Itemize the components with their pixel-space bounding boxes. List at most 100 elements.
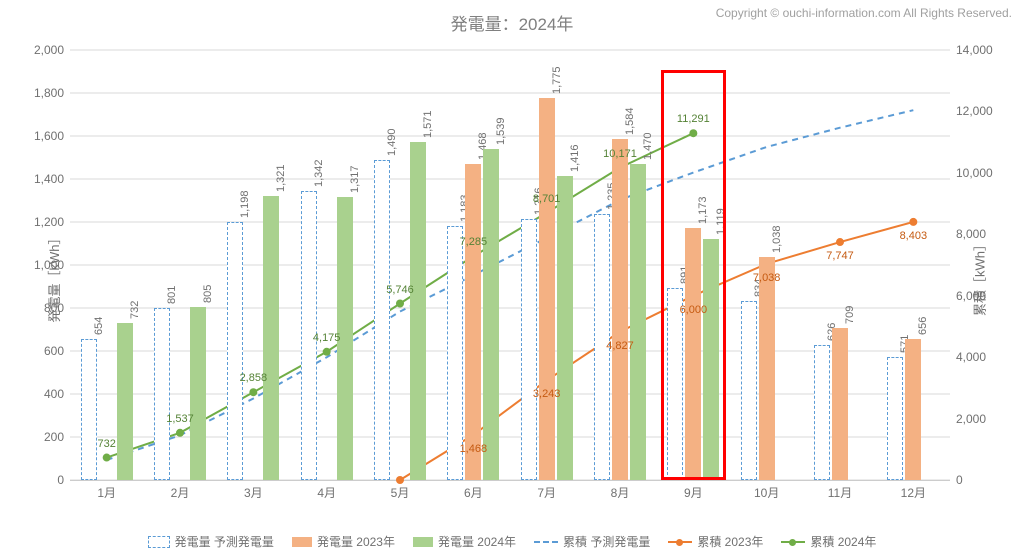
x-tick: 5月 <box>391 480 410 501</box>
y-left-tick: 800 <box>44 301 70 315</box>
line-value-label: 2,858 <box>240 372 268 384</box>
y-left-tick: 0 <box>57 473 70 487</box>
bar <box>814 345 830 480</box>
swatch-2023-icon <box>292 537 312 547</box>
bar-value-label: 1,342 <box>313 160 325 188</box>
bar-value-label: 1,321 <box>275 164 287 192</box>
y-right-tick: 10,000 <box>950 166 993 180</box>
y-right-tick: 14,000 <box>950 43 993 57</box>
legend-2024-line: 累積 2024年 <box>781 533 876 550</box>
y-left-tick: 2,000 <box>34 43 70 57</box>
legend: 発電量 予測発電量 発電量 2023年 発電量 2024年 累積 予測発電量 累… <box>0 533 1024 550</box>
bar-value-label: 805 <box>202 285 214 303</box>
legend-pred-line: 累積 予測発電量 <box>534 533 650 550</box>
swatch-pred-icon <box>148 536 170 548</box>
line-value-label: 10,171 <box>603 148 637 160</box>
line-value-label: 11,291 <box>677 113 710 125</box>
bar <box>539 98 555 480</box>
y-right-tick: 4,000 <box>950 350 986 364</box>
bar-value-label: 1,198 <box>239 191 251 219</box>
y-right-tick: 12,000 <box>950 104 993 118</box>
chart-container: Copyright © ouchi-information.com All Ri… <box>0 0 1024 554</box>
y-left-tick: 1,800 <box>34 86 70 100</box>
line-value-label: 5,746 <box>386 284 414 296</box>
bar <box>685 228 701 480</box>
y-right-tick: 2,000 <box>950 412 986 426</box>
x-tick: 1月 <box>97 480 116 501</box>
line-pred-icon <box>534 541 558 543</box>
bar <box>741 301 757 480</box>
bar-value-label: 1,173 <box>697 196 709 224</box>
line-value-label: 732 <box>97 438 115 450</box>
line-value-label: 7,038 <box>753 272 781 284</box>
bar <box>263 196 279 480</box>
bar <box>905 339 921 480</box>
bar-value-label: 709 <box>844 305 856 323</box>
line-value-label: 6,000 <box>680 304 708 316</box>
y-right-tick: 6,000 <box>950 289 986 303</box>
line-2023-icon <box>668 541 692 543</box>
x-tick: 9月 <box>684 480 703 501</box>
line-value-label: 8,403 <box>900 230 928 242</box>
y-left-tick: 1,400 <box>34 172 70 186</box>
line-value-label: 4,827 <box>606 340 634 352</box>
bar-value-label: 1,416 <box>569 144 581 172</box>
legend-2023-line: 累積 2023年 <box>668 533 763 550</box>
x-tick: 11月 <box>828 480 852 501</box>
bar-value-label: 1,119 <box>715 209 727 236</box>
bar <box>759 257 775 480</box>
bar-value-label: 1,470 <box>642 132 654 160</box>
line-value-label: 7,747 <box>826 250 854 262</box>
swatch-2024-icon <box>413 537 433 547</box>
bar-value-label: 1,584 <box>624 108 636 136</box>
bar <box>410 142 426 480</box>
bar <box>630 164 646 480</box>
legend-2023-bar: 発電量 2023年 <box>292 533 395 550</box>
legend-pred-bar: 発電量 予測発電量 <box>148 533 274 550</box>
bar <box>117 323 133 480</box>
bar-value-label: 1,539 <box>495 118 507 146</box>
x-tick: 8月 <box>611 480 630 501</box>
line-value-label: 1,537 <box>166 413 194 425</box>
y-axis-right-label: 累積［kWh］ <box>969 238 988 316</box>
bar-value-label: 656 <box>917 317 929 335</box>
plot-area: 02004006008001,0001,2001,4001,6001,8002,… <box>70 50 950 481</box>
bar <box>447 226 463 480</box>
line-value-label: 1,468 <box>460 443 488 455</box>
bar-value-label: 801 <box>166 285 178 303</box>
x-tick: 7月 <box>537 480 556 501</box>
bar <box>667 288 683 480</box>
bar <box>154 308 170 480</box>
bar <box>612 139 628 480</box>
y-right-tick: 8,000 <box>950 227 986 241</box>
bar-value-label: 654 <box>93 317 105 335</box>
bar <box>521 219 537 480</box>
bar-value-label: 1,571 <box>422 111 434 139</box>
bar <box>374 160 390 480</box>
y-left-tick: 1,600 <box>34 129 70 143</box>
y-left-tick: 1,200 <box>34 215 70 229</box>
bar <box>81 339 97 480</box>
bar-value-label: 732 <box>129 300 141 318</box>
y-left-tick: 400 <box>44 387 70 401</box>
line-value-label: 7,285 <box>460 236 488 248</box>
bar <box>465 164 481 480</box>
x-tick: 10月 <box>754 480 779 501</box>
y-right-tick: 0 <box>950 473 963 487</box>
bar-value-label: 1,490 <box>386 128 398 156</box>
bar-value-label: 1,038 <box>771 225 783 253</box>
y-left-tick: 600 <box>44 344 70 358</box>
bar <box>557 176 573 480</box>
line-value-label: 8,701 <box>533 193 561 205</box>
bar-value-label: 1,317 <box>349 165 361 193</box>
line-2024-icon <box>781 541 805 543</box>
x-tick: 4月 <box>317 480 336 501</box>
bar <box>832 328 848 480</box>
line-value-label: 3,243 <box>533 388 561 400</box>
line-value-label: 4,175 <box>313 332 341 344</box>
bar <box>190 307 206 480</box>
bar <box>703 239 719 480</box>
bar-value-label: 1,775 <box>551 67 563 95</box>
x-tick: 6月 <box>464 480 483 501</box>
bar <box>483 149 499 480</box>
